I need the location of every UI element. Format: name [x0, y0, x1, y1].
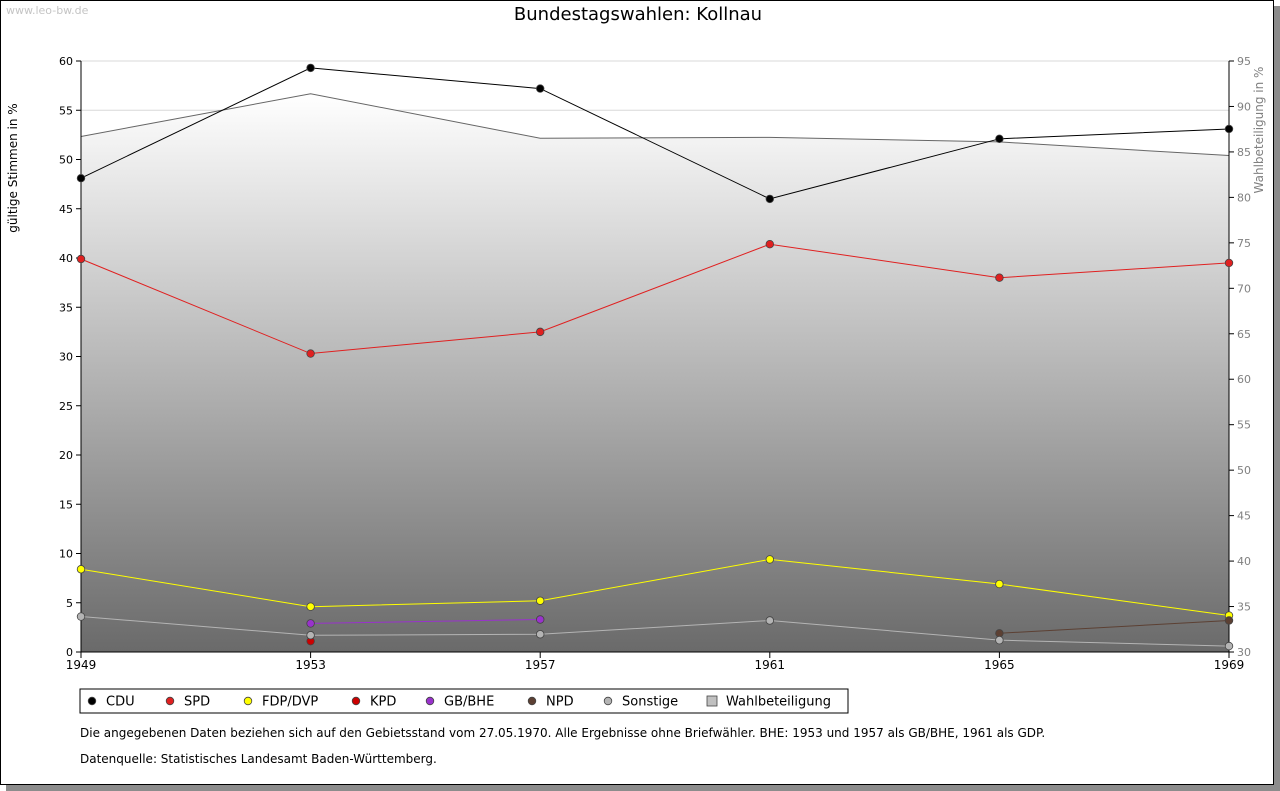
legend-marker-wahlbeteiligung [706, 695, 718, 707]
legend-marker-npd [527, 696, 537, 706]
point-cdu-1957 [536, 84, 545, 93]
series-line-spd [80, 243, 1230, 355]
point-spd-1969 [1224, 258, 1234, 268]
point-fdp-dvp-1949 [76, 565, 86, 574]
point-fdp-dvp-1953 [306, 602, 315, 611]
x-tick-label-1965: 1965 [984, 658, 1015, 672]
point-sonstige-1965 [995, 635, 1004, 645]
legend-box [79, 688, 849, 714]
legend-marker-kpd [351, 696, 361, 706]
point-sonstige-1969 [1224, 641, 1234, 651]
x-tick-label-1957: 1957 [525, 658, 556, 672]
point-sonstige-1961 [765, 616, 774, 625]
point-cdu-1949 [76, 174, 86, 183]
point-spd-1949 [76, 254, 86, 264]
y-tick-label-55: 55 [59, 104, 73, 117]
y-tick-label-5: 5 [66, 597, 73, 610]
point-npd-1965 [995, 629, 1004, 638]
point-cdu-1965 [995, 134, 1004, 144]
y2-tick-label-55: 55 [1237, 419, 1251, 432]
series-line-fdp-dvp [80, 558, 1230, 617]
x-tick-label-1961: 1961 [755, 658, 786, 672]
x-tick-label-1953: 1953 [295, 658, 326, 672]
y2-tick-label-80: 80 [1237, 191, 1251, 204]
y-tick-label-35: 35 [59, 301, 73, 314]
series-line-sonstige [80, 616, 1230, 647]
y2-tick-label-45: 45 [1237, 510, 1251, 523]
y2-tick-label-60: 60 [1237, 373, 1251, 386]
legend-label-fdp-dvp: FDP/DVP [262, 695, 318, 710]
point-spd-1965 [995, 273, 1004, 282]
point-cdu-1969 [1224, 124, 1234, 134]
point-cdu-1961 [765, 194, 774, 204]
y2-axis-label: Wahlbeteiligung in % [1252, 67, 1266, 194]
point-fdp-dvp-1961 [765, 555, 774, 564]
y2-tick-label-70: 70 [1237, 282, 1251, 295]
y2-tick-label-50: 50 [1237, 464, 1251, 477]
y2-tick-label-40: 40 [1237, 555, 1251, 568]
legend-label-gb-bhe: GB/BHE [444, 695, 494, 710]
y-tick-label-50: 50 [59, 154, 73, 167]
point-sonstige-1957 [536, 630, 545, 639]
legend-label-cdu: CDU [106, 695, 135, 710]
point-spd-1957 [536, 327, 545, 337]
turnout-line [80, 93, 1230, 157]
legend-label-npd: NPD [546, 695, 574, 710]
y2-tick-label-95: 95 [1237, 55, 1251, 68]
note-gebietsstand: Die angegebenen Daten beziehen sich auf … [80, 726, 1046, 740]
y-tick-label-60: 60 [59, 55, 73, 68]
series-line-npd [999, 619, 1230, 634]
note-datenquelle: Datenquelle: Statistisches Landesamt Bad… [80, 752, 437, 766]
y-tick-label-30: 30 [59, 351, 73, 364]
point-cdu-1953 [306, 63, 315, 73]
legend-marker-cdu [87, 696, 97, 706]
y2-tick-label-75: 75 [1237, 237, 1251, 250]
y-tick-label-40: 40 [59, 252, 73, 265]
x-tick-label-1949: 1949 [66, 658, 97, 672]
point-npd-1969 [1224, 616, 1234, 625]
legend-label-spd: SPD [184, 695, 210, 710]
watermark: www.leo-bw.de [6, 4, 89, 17]
y2-tick-label-90: 90 [1237, 100, 1251, 113]
legend-marker-fdp-dvp [243, 696, 253, 706]
x-tick-label-1969: 1969 [1214, 658, 1245, 672]
y-tick-label-15: 15 [59, 498, 73, 511]
legend-label-sonstige: Sonstige [622, 695, 678, 710]
point-fdp-dvp-1965 [995, 579, 1004, 589]
point-spd-1961 [765, 240, 774, 249]
y2-tick-label-35: 35 [1237, 601, 1251, 614]
turnout-area [81, 93, 1229, 653]
y2-tick-label-85: 85 [1237, 146, 1251, 159]
y-tick-label-10: 10 [59, 548, 73, 561]
point-gb-bhe-1957 [536, 615, 545, 624]
point-sonstige-1949 [76, 612, 86, 621]
legend-label-wahlbeteiligung: Wahlbeteiligung [726, 695, 831, 710]
point-gb-bhe-1953 [306, 619, 315, 628]
point-fdp-dvp-1957 [536, 596, 545, 605]
legend-marker-spd [165, 696, 175, 706]
series-line-cdu [80, 67, 1230, 200]
legend-label-kpd: KPD [370, 695, 396, 710]
chart-title: Bundestagswahlen: Kollnau [514, 4, 762, 25]
legend-marker-gb-bhe [425, 696, 435, 706]
y-tick-label-0: 0 [66, 646, 73, 659]
y-tick-label-45: 45 [59, 203, 73, 216]
y-axis-label: gültige Stimmen in % [6, 103, 20, 232]
series-line-gb-bhe [310, 618, 541, 624]
point-sonstige-1953 [306, 631, 315, 640]
legend-marker-sonstige [603, 696, 613, 706]
y2-tick-label-65: 65 [1237, 328, 1251, 341]
y2-tick-label-30: 30 [1237, 646, 1251, 659]
y-tick-label-20: 20 [59, 449, 73, 462]
y-tick-label-25: 25 [59, 400, 73, 413]
point-spd-1953 [306, 349, 315, 358]
